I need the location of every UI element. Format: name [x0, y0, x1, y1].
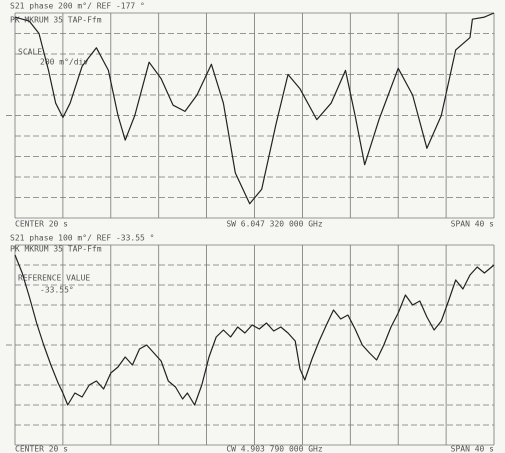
- footer-text: SPAN 40 s: [451, 220, 495, 229]
- footer-text: CENTER 20 s: [15, 445, 68, 453]
- footer-text: SW 6.047 320 000 GHz: [226, 220, 323, 229]
- header-text: PK MKRUM 35 TAP-Ffm: [10, 245, 102, 254]
- footer-text: CW 4.903 790 000 GHz: [226, 445, 323, 453]
- annotation: -33.55°: [40, 286, 74, 295]
- header-text: PK MKRUM 35 TAP-Ffm: [10, 16, 102, 25]
- annotation: SCALE: [18, 48, 42, 57]
- header-text: S21 phase 100 m°/ REF -33.55 °: [10, 234, 155, 243]
- header-text: S21 phase 200 m°/ REF -177 °: [10, 2, 145, 11]
- trace: [14, 254, 495, 406]
- annotation: REFERENCE VALUE: [18, 274, 90, 283]
- trace: [14, 12, 495, 205]
- footer-text: CENTER 20 s: [15, 220, 68, 229]
- annotation: 200 m°/div: [40, 58, 88, 67]
- footer-text: SPAN 40 s: [451, 445, 495, 453]
